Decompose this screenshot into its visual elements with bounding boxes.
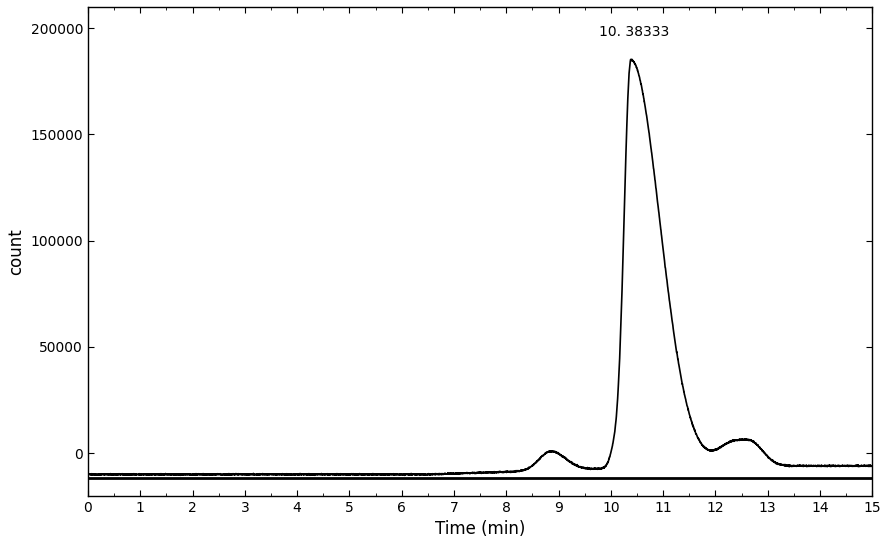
Y-axis label: count: count [7,228,25,275]
X-axis label: Time (min): Time (min) [435,520,526,538]
Text: 10. 38333: 10. 38333 [599,25,670,39]
